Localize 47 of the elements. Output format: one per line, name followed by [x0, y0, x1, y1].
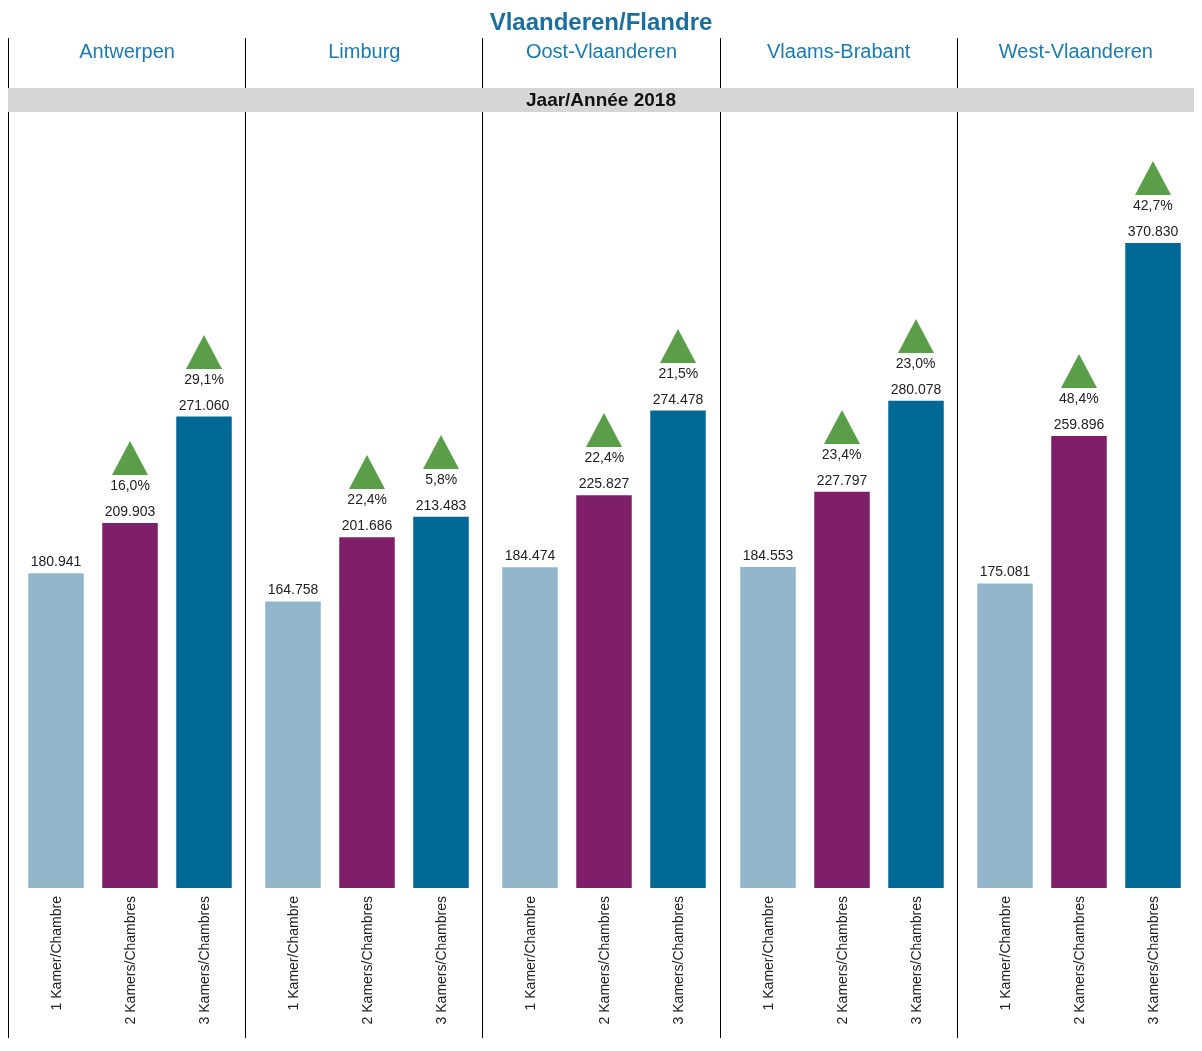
- x-tick-label: 3 Kamers/Chambres: [196, 896, 212, 1025]
- data-label: 259.896: [1053, 415, 1105, 432]
- annotation: 22,4%: [583, 449, 626, 466]
- chart-title: Oost-Vlaanderen: [524, 39, 679, 64]
- data-label: 225.827: [579, 475, 630, 492]
- text: Jaar/Année 2018: [8, 88, 1194, 112]
- x-tick-label: 3 Kamers/Chambres: [433, 896, 450, 1025]
- x-tick-label: 1 Kamer/Chambre: [996, 895, 1013, 1011]
- data-label: 227.797: [816, 471, 868, 488]
- x-tick-label: 3 Kamers/Chambres: [1144, 896, 1161, 1025]
- data-label: 175.081: [979, 563, 1031, 580]
- data-label: 274.478: [653, 390, 704, 407]
- chart-title: Antwerpen: [78, 39, 176, 64]
- data-label: 201.686: [341, 517, 393, 534]
- chart-title: West-Vlaanderen: [997, 39, 1154, 64]
- annotation: 23,4%: [820, 445, 863, 462]
- annotation: 48,4%: [1057, 389, 1100, 406]
- annotation: 21,5%: [657, 364, 700, 381]
- chart-title: Vlaams-Brabant: [766, 39, 912, 64]
- annotation: 23,0%: [894, 354, 937, 371]
- annotation: 16,0%: [109, 476, 151, 493]
- x-tick-label: 1 Kamer/Chambre: [48, 895, 64, 1011]
- data-label: 184.474: [505, 547, 556, 564]
- chart-title: Limburg: [327, 39, 402, 64]
- data-label: 271.060: [178, 396, 230, 413]
- x-tick-label: 2 Kamers/Chambres: [1070, 896, 1087, 1025]
- annotation: 42,7%: [1131, 197, 1174, 213]
- data-label: 280.078: [890, 380, 942, 397]
- data-label: 164.758: [267, 581, 319, 598]
- x-tick-label: 2 Kamers/Chambres: [359, 896, 376, 1025]
- x-tick-label: 2 Kamers/Chambres: [596, 896, 613, 1025]
- text: Vlaanderen/Flandre: [488, 8, 714, 37]
- x-tick-label: 1 Kamer/Chambre: [759, 895, 776, 1011]
- data-label: 209.903: [104, 502, 156, 519]
- x-tick-label: 2 Kamers/Chambres: [122, 896, 138, 1025]
- x-tick-label: 1 Kamer/Chambre: [522, 895, 539, 1011]
- data-label: 213.483: [415, 496, 467, 513]
- data-label: 370.830: [1127, 223, 1179, 239]
- x-tick-label: 3 Kamers/Chambres: [907, 896, 924, 1025]
- annotation: 22,4%: [346, 491, 389, 508]
- data-label: 184.553: [742, 547, 794, 563]
- annotation: 5,8%: [424, 470, 459, 487]
- x-tick-label: 1 Kamer/Chambre: [285, 895, 302, 1011]
- annotation: 29,1%: [183, 370, 225, 387]
- data-label: 180.941: [30, 553, 82, 570]
- x-tick-label: 3 Kamers/Chambres: [670, 896, 687, 1025]
- x-tick-label: 2 Kamers/Chambres: [833, 896, 850, 1025]
